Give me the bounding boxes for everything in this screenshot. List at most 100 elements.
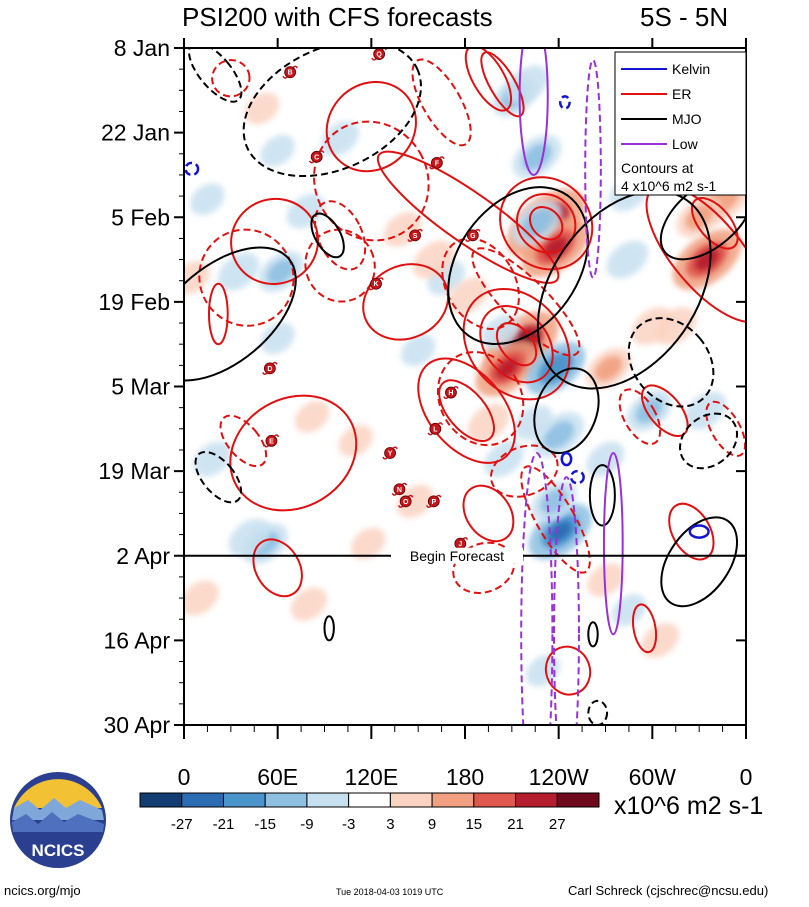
contour-mjo-negative — [188, 48, 243, 103]
contour-er-negative — [411, 58, 472, 147]
anomaly-blob-outer — [467, 403, 510, 442]
anomaly-blob — [294, 400, 330, 433]
contour-mjo-positive — [184, 246, 297, 382]
anomaly-blob-mid — [267, 259, 295, 284]
contour-er-positive — [417, 357, 516, 464]
footer-site-link[interactable]: ncics.org/mjo — [4, 883, 81, 898]
anomaly-blob-outer — [260, 134, 295, 167]
storm-marker-swirl — [465, 228, 481, 242]
contour-mjo-positive — [533, 367, 600, 455]
storm-marker-label: D — [267, 366, 272, 373]
anomaly-blob — [606, 240, 649, 279]
contour-mjo-positive — [536, 190, 712, 390]
legend-note-line2: 4 x10^6 m2 s-1 — [621, 178, 716, 194]
colorbar-tick-label: 9 — [428, 816, 436, 833]
anomaly-blob-outer — [412, 240, 455, 279]
legend: Kelvin ER MJO Low Contours at 4 x10^6 m2 s-… — [614, 51, 747, 196]
anomaly-blob — [260, 322, 295, 355]
contour-kelvin-negative — [558, 95, 571, 110]
legend-box — [614, 51, 747, 196]
colorbar-swatch — [306, 792, 350, 808]
storm-marker: N — [391, 482, 408, 496]
storm-marker: F — [429, 156, 445, 170]
storm-marker: E — [263, 434, 280, 448]
y-tick-label: 19 Mar — [98, 458, 170, 484]
colorbar-tick-label: -3 — [342, 816, 355, 833]
contour-kelvin-negative — [184, 161, 200, 177]
colorbar-swatch — [139, 792, 183, 808]
contour-er-positive — [631, 603, 658, 654]
contour-er-positive — [438, 379, 495, 442]
contour-er-positive — [544, 645, 592, 696]
anomaly-blob-outer — [217, 252, 260, 291]
anomaly-blob — [258, 251, 304, 293]
contour-er-negative — [441, 237, 520, 331]
contour-kelvin-positive — [560, 451, 573, 467]
storm-marker-swirl — [427, 422, 444, 436]
colorbar-tick-label: 21 — [507, 816, 524, 833]
storm-marker-swirl — [282, 65, 298, 79]
colorbar-tick-label: -27 — [171, 816, 193, 833]
y-tick-label: 2 Apr — [116, 543, 170, 569]
legend-label-mjo: MJO — [672, 111, 702, 127]
contour-low-positive — [518, 48, 549, 176]
anomaly-blob — [350, 527, 386, 560]
storm-marker-swirl — [262, 361, 278, 375]
legend-label-kelvin: Kelvin — [672, 61, 710, 77]
colorbar-tick-label: -9 — [300, 816, 313, 833]
storm-marker-icon — [409, 229, 421, 242]
y-tick-label: 8 Jan — [114, 35, 170, 61]
anomaly-blob — [217, 252, 260, 291]
logo-text: NCICS — [32, 841, 85, 860]
contour-mjo-positive — [587, 621, 599, 648]
storm-marker-icon — [265, 435, 278, 447]
contour-er-positive — [376, 150, 560, 284]
colorbar-swatch — [515, 792, 558, 808]
storm-marker: D — [262, 361, 278, 375]
anomaly-blob-outer — [228, 518, 271, 557]
contour-er-positive — [479, 305, 554, 384]
storm-marker-icon — [384, 447, 396, 459]
anomaly-blob-outer — [244, 92, 280, 125]
ncics-logo-icon: NCICS — [10, 772, 106, 868]
storm-marker: Y — [382, 446, 398, 460]
contour-kelvin-positive — [688, 524, 710, 539]
contour-er-positive — [690, 197, 739, 250]
storm-marker: K — [368, 277, 384, 291]
colorbar-tick-label: -15 — [254, 816, 276, 833]
anomaly-blob-outer — [290, 587, 328, 621]
footer-timestamp: Tue 2018-04-03 1019 UTC — [336, 887, 444, 897]
anomaly-blob-outer — [400, 334, 436, 367]
storm-marker-label: S — [413, 233, 418, 240]
colorbar: -27 -21 -15 -9 -3 3 9 15 21 27 — [139, 792, 600, 833]
storm-marker-icon — [310, 150, 323, 163]
colorbar-tick-label: 27 — [549, 816, 566, 833]
anomaly-blob-outer — [396, 484, 434, 519]
storm-marker-swirl — [382, 446, 398, 460]
anomaly-blob — [244, 92, 280, 125]
colorbar-swatch — [473, 792, 517, 808]
anomaly-blob-outer — [641, 622, 680, 658]
storm-marker-label: E — [269, 438, 274, 445]
storm-marker-icon — [466, 229, 479, 242]
x-tick-label: 60E — [257, 764, 298, 790]
storm-marker-label: J — [458, 541, 462, 548]
storm-marker-swirl — [391, 482, 408, 496]
storm-marker: S — [407, 228, 423, 242]
storm-marker-label: B — [288, 70, 293, 77]
storm-marker-label: Y — [388, 450, 393, 457]
anomaly-blob-outer — [448, 277, 489, 315]
anomaly-blob-core — [549, 521, 572, 542]
anomaly-blob-core — [694, 248, 720, 271]
storm-marker: G — [465, 228, 481, 242]
contour-er-negative — [219, 414, 268, 468]
contour-mjo-positive — [588, 464, 616, 527]
storm-marker-swirl — [397, 494, 414, 508]
contour-layer — [184, 48, 746, 725]
storm-marker-swirl — [308, 150, 325, 164]
contour-low-positive — [602, 451, 624, 636]
colorbar-unit: x10^6 m2 s-1 — [614, 792, 764, 820]
anomaly-blob — [672, 229, 742, 291]
footer-author: Carl Schreck (cjschrec@ncsu.edu) — [568, 883, 769, 898]
y-tick-label: 30 Apr — [104, 712, 171, 738]
